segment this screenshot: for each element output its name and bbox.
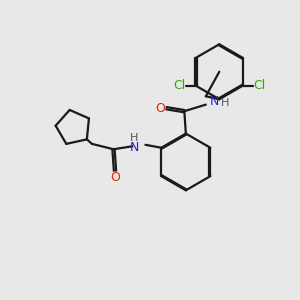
Text: O: O (110, 171, 120, 184)
Text: H: H (130, 133, 139, 143)
Text: N: N (209, 94, 219, 107)
Text: O: O (155, 102, 165, 115)
Text: H: H (221, 98, 229, 108)
Text: Cl: Cl (254, 79, 266, 92)
Text: Cl: Cl (173, 79, 185, 92)
Text: N: N (130, 141, 139, 154)
